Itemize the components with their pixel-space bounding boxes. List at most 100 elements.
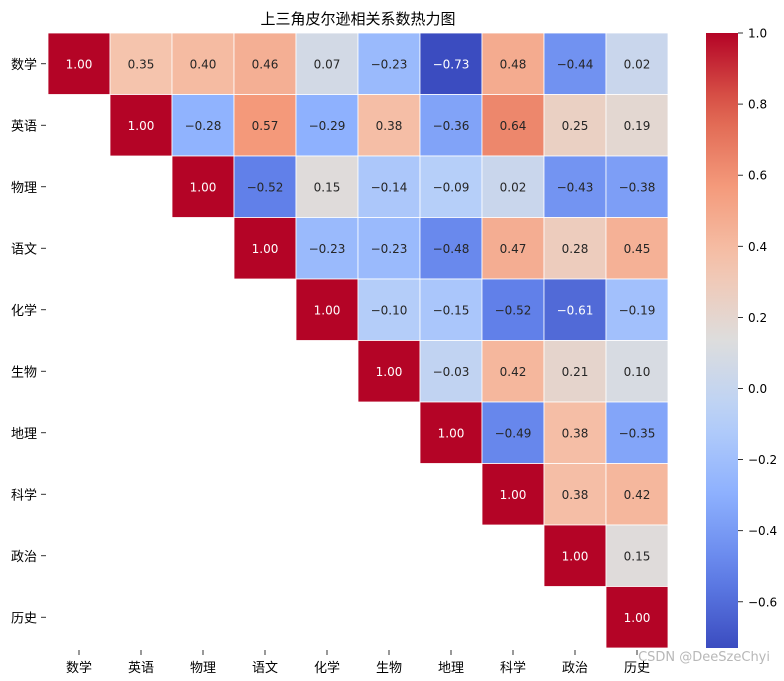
heatmap-cell	[543, 94, 607, 157]
x-tick-label: 历史	[624, 661, 650, 676]
cell-value-label: −0.14	[371, 180, 408, 194]
heatmap-cell	[481, 340, 545, 403]
cell-value-label: 0.19	[624, 119, 651, 133]
cell-value-label: −0.23	[371, 57, 408, 71]
y-tick-label: 科学	[11, 487, 37, 503]
cell-value-label: 1.00	[66, 57, 93, 71]
heatmap-cell	[171, 32, 235, 95]
colorbar-tick-label: −0.4	[748, 524, 777, 538]
colorbar-tick-label: 0.4	[748, 240, 767, 254]
colorbar-gradient	[706, 33, 738, 648]
x-tick-label: 化学	[314, 660, 340, 676]
y-tick-label: 历史	[11, 611, 37, 626]
heatmap-cell	[357, 278, 421, 341]
cell-value-label: −0.03	[433, 365, 470, 379]
x-tick-label: 地理	[438, 661, 464, 676]
heatmap-cell	[543, 401, 607, 464]
cell-value-label: −0.38	[619, 180, 656, 194]
cell-value-label: −0.23	[371, 242, 408, 256]
cell-value-label: −0.23	[309, 242, 346, 256]
colorbar-tick-label: −0.2	[748, 453, 777, 467]
cell-value-label: 0.21	[562, 365, 589, 379]
cell-value-label: −0.15	[433, 303, 470, 317]
cell-value-label: 0.02	[500, 180, 527, 194]
cell-value-label: −0.10	[371, 303, 408, 317]
y-tick-label: 英语	[11, 119, 37, 134]
cell-value-label: −0.73	[433, 57, 470, 71]
y-tick-label: 语文	[11, 242, 37, 257]
cell-value-label: −0.48	[433, 242, 470, 256]
x-tick-label: 科学	[500, 660, 526, 676]
heatmap-cell	[295, 278, 359, 341]
cell-value-label: 0.07	[314, 57, 341, 71]
cell-value-label: 0.28	[562, 242, 589, 256]
cell-value-label: 0.10	[624, 365, 651, 379]
cell-value-label: −0.36	[433, 119, 470, 133]
heatmap-cell	[605, 155, 669, 218]
cell-value-label: −0.49	[495, 426, 532, 440]
heatmap-cell	[233, 155, 297, 218]
x-axis-labels: 数学 英语 物理 语文 化学 生物 地理 科学 政治 历史	[66, 650, 650, 676]
heatmap-cell	[295, 217, 359, 280]
colorbar-tick-label: 0.2	[748, 311, 767, 325]
y-tick-label: 政治	[11, 550, 37, 565]
cell-value-label: 0.38	[562, 488, 589, 502]
colorbar-tick-label: −0.6	[748, 595, 777, 609]
cell-value-label: −0.43	[557, 180, 594, 194]
cell-value-label: 0.38	[376, 119, 403, 133]
x-tick-label: 生物	[376, 661, 402, 676]
cell-value-label: −0.61	[557, 303, 594, 317]
heatmap-cell	[605, 401, 669, 464]
cell-value-label: −0.09	[433, 180, 470, 194]
chart-title: 上三角皮尔逊相关系数热力图	[260, 10, 455, 28]
cell-value-label: 1.00	[314, 303, 341, 317]
cell-value-label: 1.00	[190, 180, 217, 194]
heatmap-cell	[419, 401, 483, 464]
cell-value-label: −0.28	[185, 119, 222, 133]
cell-value-label: −0.52	[495, 303, 532, 317]
heatmap-cell	[357, 340, 421, 403]
heatmap-cell	[171, 94, 235, 157]
heatmap-cell	[605, 586, 669, 649]
heatmap-cell	[109, 32, 173, 95]
cell-value-label: 0.40	[190, 57, 217, 71]
heatmap-cell	[605, 340, 669, 403]
heatmap-cell	[357, 155, 421, 218]
heatmap-cell	[543, 278, 607, 341]
cell-value-label: −0.29	[309, 119, 346, 133]
heatmap-cell	[481, 155, 545, 218]
cell-value-label: −0.35	[619, 426, 656, 440]
cell-value-label: 0.38	[562, 426, 589, 440]
cell-value-label: 0.02	[624, 57, 651, 71]
y-tick-label: 数学	[11, 57, 37, 73]
heatmap-cell	[481, 278, 545, 341]
heatmap-cell	[295, 32, 359, 95]
cell-value-label: 0.15	[314, 180, 341, 194]
y-tick-label: 地理	[11, 427, 37, 442]
colorbar-tick-label: 0.0	[748, 382, 767, 396]
cell-value-label: 1.00	[562, 549, 589, 563]
colorbar: 1.0 0.8 0.6 0.4 0.2 0.0 −0.2 −0.4 −0.6	[706, 27, 777, 648]
heatmap-cell	[171, 155, 235, 218]
heatmap-cells: 1.00 0.35 0.40 0.46 0.07 −0.23 −0.73 0.48 −0.44 0…	[47, 32, 669, 649]
heatmap-cell	[543, 524, 607, 587]
watermark: CSDN @DeeSzeChyi	[638, 650, 770, 665]
cell-value-label: 0.42	[624, 488, 651, 502]
colorbar-tick-label: 1.0	[748, 27, 767, 41]
heatmap-cell	[481, 32, 545, 95]
x-tick-label: 数学	[66, 660, 92, 676]
x-tick-label: 物理	[190, 661, 216, 676]
cell-value-label: 0.15	[624, 549, 651, 563]
heatmap-cell	[605, 94, 669, 157]
heatmap-cell	[295, 94, 359, 157]
cell-value-label: 0.25	[562, 119, 589, 133]
y-tick-label: 化学	[11, 303, 37, 319]
cell-value-label: 0.45	[624, 242, 651, 256]
heatmap-cell	[605, 278, 669, 341]
heatmap-cell	[357, 32, 421, 95]
x-tick-label: 语文	[252, 661, 278, 676]
heatmap-cell	[295, 155, 359, 218]
x-tick-label: 英语	[128, 661, 154, 676]
